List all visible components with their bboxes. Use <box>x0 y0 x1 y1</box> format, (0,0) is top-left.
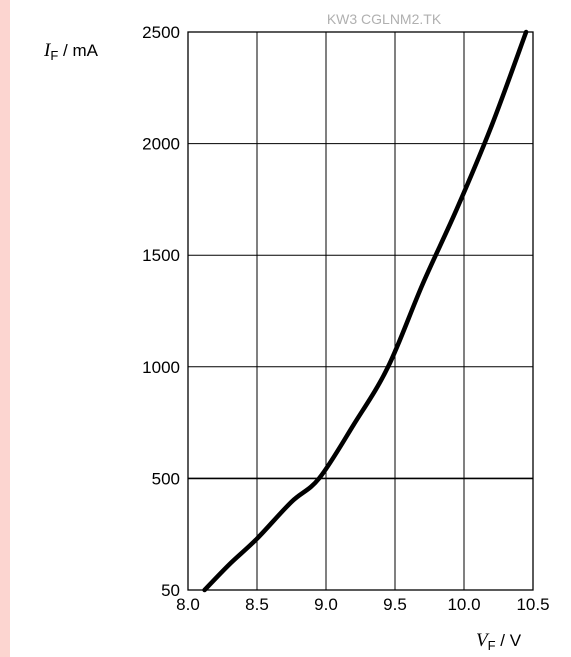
x-tick-label: 10.0 <box>447 595 480 614</box>
y-axis-title: IF / mA <box>43 40 99 63</box>
x-axis-unit: / V <box>496 631 522 650</box>
y-axis-unit: / mA <box>58 41 98 60</box>
x-axis-subscript: F <box>488 638 496 653</box>
tick-labels: 8.0 8.5 9.0 9.5 10.0 10.5 50 500 1000 1500 2000 250… <box>142 23 549 614</box>
y-tick-label: 1500 <box>142 246 180 265</box>
y-axis-subscript: F <box>50 48 58 63</box>
series-line <box>202 29 529 593</box>
y-tick-label: 1000 <box>142 358 180 377</box>
y-tick-label: 2000 <box>142 135 180 154</box>
y-tick-label: 50 <box>161 581 180 600</box>
y-axis-symbol: I <box>43 40 52 61</box>
x-axis-symbol: V <box>476 630 490 651</box>
watermark: KW3 CGLNM2.TK <box>327 11 442 27</box>
y-tick-label: 2500 <box>142 23 180 42</box>
y-tick-label: 500 <box>152 469 180 488</box>
chart: KW3 CGLNM2.TK IF / mA VF / V 8.0 8.5 9.0 9.… <box>43 11 550 653</box>
x-tick-label: 8.5 <box>245 595 269 614</box>
x-axis-title: VF / V <box>476 630 522 653</box>
x-tick-label: 9.0 <box>314 595 338 614</box>
x-tick-label: 8.0 <box>176 595 200 614</box>
grid <box>187 31 534 591</box>
x-tick-label: 10.5 <box>516 595 549 614</box>
plot-frame <box>187 31 534 591</box>
x-tick-label: 9.5 <box>383 595 407 614</box>
series <box>202 29 529 593</box>
chart-frame: KW3 CGLNM2.TK IF / mA VF / V 8.0 8.5 9.0 9.… <box>10 0 571 657</box>
